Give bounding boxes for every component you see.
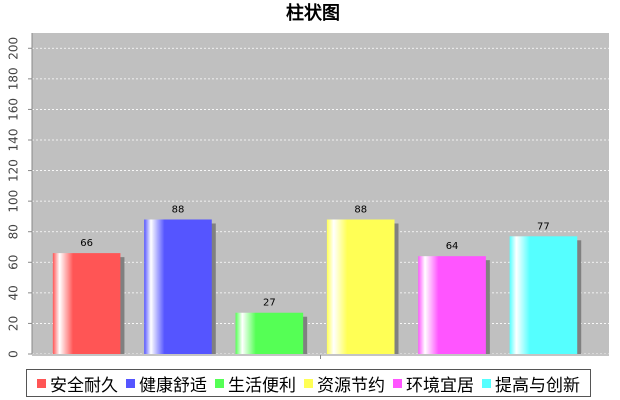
legend-swatch xyxy=(126,378,135,388)
bar xyxy=(418,256,486,354)
legend-label: 资源节约 xyxy=(317,375,385,396)
data-label: 64 xyxy=(446,241,459,252)
legend-label: 安全耐久 xyxy=(50,375,118,396)
legend-swatch xyxy=(304,378,313,388)
data-label: 88 xyxy=(172,204,185,215)
y-tick-label: 100 xyxy=(7,190,21,213)
y-tick-label: 0 xyxy=(7,350,21,358)
data-label: 88 xyxy=(354,204,367,215)
y-tick-label: 80 xyxy=(7,224,21,239)
data-label: 66 xyxy=(80,238,93,249)
y-tick-label: 160 xyxy=(7,98,21,121)
y-tick-label: 60 xyxy=(7,255,21,270)
legend-item: 环境宜居 xyxy=(393,371,474,396)
chart: 柱状图 0 20 40 60 80 100 120 140 160 180 200 66 88 27 88 6… xyxy=(7,2,609,359)
legend-swatch xyxy=(37,378,46,388)
legend-swatch xyxy=(215,378,224,388)
legend-label: 健康舒适 xyxy=(139,375,207,396)
legend-item: 安全耐久 xyxy=(37,371,118,396)
bar xyxy=(235,312,304,354)
y-tick-label: 20 xyxy=(7,316,21,331)
data-label: 27 xyxy=(263,298,276,309)
legend-swatch xyxy=(482,378,491,388)
y-tick-label: 140 xyxy=(7,129,21,152)
legend-item: 资源节约 xyxy=(304,371,385,396)
legend-label: 生活便利 xyxy=(228,375,296,396)
y-tick-label: 40 xyxy=(7,285,21,300)
y-tick-label: 120 xyxy=(7,159,21,182)
y-tick-label: 180 xyxy=(7,67,21,90)
bar xyxy=(52,253,121,354)
bar xyxy=(144,219,212,354)
bar xyxy=(509,236,578,354)
chart-title: 柱状图 xyxy=(286,2,340,24)
legend-swatch xyxy=(393,378,402,388)
legend-label: 提高与创新 xyxy=(495,375,580,396)
y-tick-label: 200 xyxy=(7,37,21,60)
legend-label: 环境宜居 xyxy=(406,375,474,396)
data-label: 77 xyxy=(537,221,550,232)
bar xyxy=(326,219,395,354)
legend: 安全耐久 健康舒适 生活便利 资源节约 环境宜居 提高与创新 xyxy=(26,369,591,397)
legend-item: 生活便利 xyxy=(215,371,296,396)
legend-item: 提高与创新 xyxy=(482,371,580,396)
legend-item: 健康舒适 xyxy=(126,371,207,396)
